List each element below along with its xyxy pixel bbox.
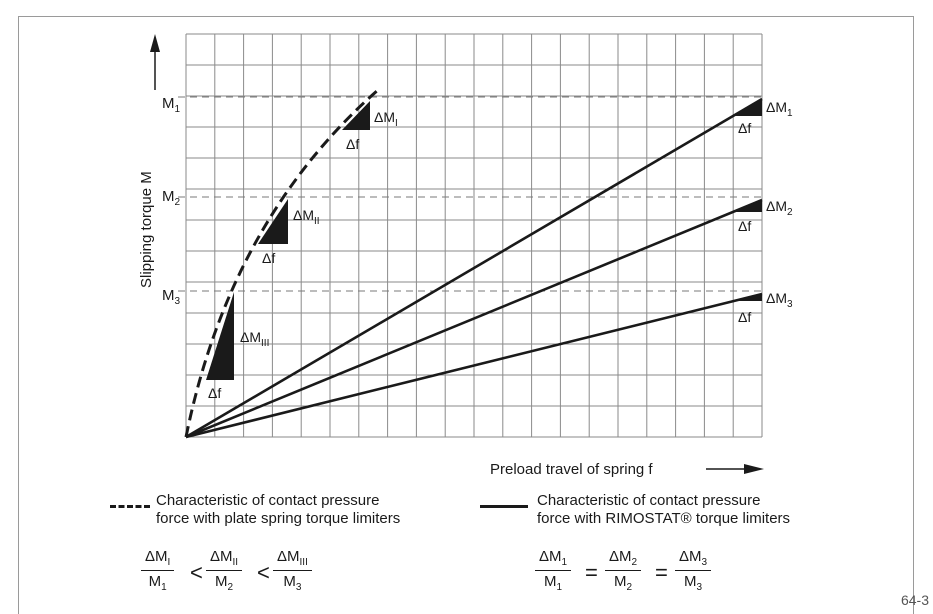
figure-frame — [18, 16, 914, 614]
annot-dm-ii: ΔMII — [293, 207, 320, 227]
annot-df-iii: Δf — [208, 385, 221, 401]
legend-solid-text-1: Characteristic of contact pressure — [537, 492, 761, 509]
label-m3: M3 — [162, 287, 181, 307]
formula-left-frac-1: ΔMI M1 — [141, 548, 175, 593]
annot-df-2: Δf — [738, 218, 751, 234]
line-m2 — [185, 198, 763, 439]
triangle-m1 — [734, 99, 762, 116]
y-axis-arrow — [150, 34, 160, 90]
label-m1: M1 — [162, 95, 181, 115]
formula-left-frac-3: ΔMIII M3 — [273, 548, 312, 593]
line-triangles — [734, 99, 762, 301]
triangle-mi — [342, 101, 370, 130]
line-m3 — [185, 292, 763, 439]
formula-left-op-1: < — [190, 560, 203, 585]
legend-dashed-swatch — [110, 505, 150, 508]
label-m2: M2 — [162, 188, 181, 208]
formula-right-op-1: = — [585, 560, 598, 585]
y-axis-label: Slipping torque M — [138, 171, 155, 288]
formula-right-op-2: = — [655, 560, 668, 585]
legend-dashed-text-2: force with plate spring torque limiters — [156, 510, 401, 527]
formula-left-op-2: < — [257, 560, 270, 585]
m-reference-lines — [178, 96, 762, 292]
formula-right-frac-2: ΔM2 M2 — [605, 548, 642, 593]
triangle-m2 — [734, 200, 762, 212]
line-m1 — [185, 97, 763, 439]
annot-df-ii: Δf — [262, 250, 275, 266]
annot-dm-3: ΔM3 — [766, 290, 793, 310]
annot-df-3: Δf — [738, 309, 751, 325]
triangle-miii — [206, 292, 234, 380]
legend-solid-text-2: force with RIMOSTAT® torque limiters — [537, 510, 791, 527]
triangle-mii — [258, 199, 288, 244]
annot-df-i: Δf — [346, 136, 359, 152]
formula-right-frac-1: ΔM1 M1 — [535, 548, 572, 593]
annot-dm-1: ΔM1 — [766, 99, 793, 119]
x-axis-arrow — [706, 464, 764, 474]
annot-dm-iii: ΔMIII — [240, 329, 269, 349]
annot-df-1: Δf — [738, 120, 751, 136]
rimostat-lines — [185, 97, 763, 439]
figure-id: 64-3 — [900, 592, 929, 608]
x-axis-label: Preload travel of spring f — [490, 461, 653, 478]
triangle-m3 — [734, 294, 762, 301]
annot-dm-2: ΔM2 — [766, 198, 793, 218]
legend-dashed-text-1: Characteristic of contact pressure — [156, 492, 380, 509]
formula-right-frac-3: ΔM3 M3 — [675, 548, 712, 593]
plate-spring-curve — [184, 88, 379, 438]
formula-left-frac-2: ΔMII M2 — [206, 548, 243, 593]
legend-solid-swatch — [480, 505, 528, 508]
curve-triangles — [206, 101, 370, 380]
annot-dm-i: ΔMI — [374, 109, 398, 129]
